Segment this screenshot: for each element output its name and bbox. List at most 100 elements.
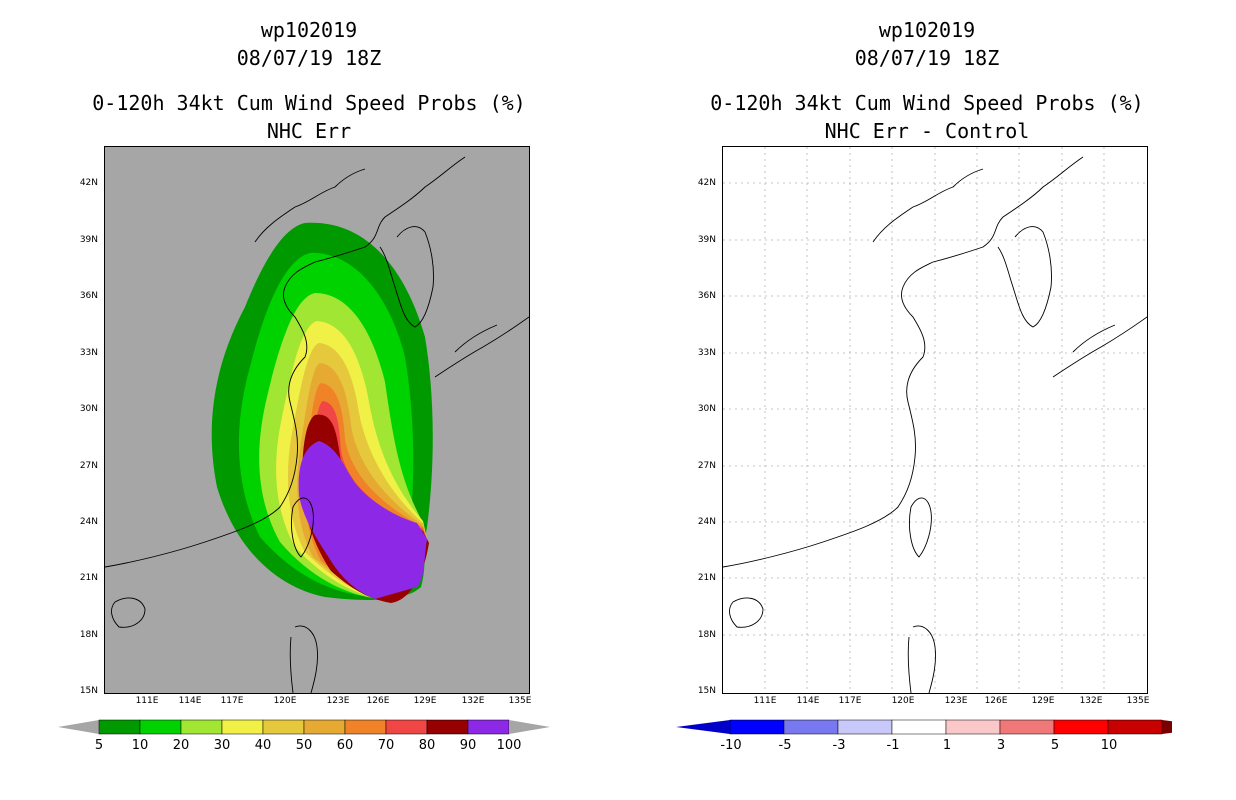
colorbar-under-triangle — [58, 720, 99, 734]
colorbar-swatch — [385, 719, 428, 735]
colorbar-swatch — [837, 719, 893, 735]
colorbar-label: 90 — [459, 738, 477, 753]
japan-coast — [434, 316, 529, 378]
lon-label: 126E — [366, 696, 390, 706]
colorbar-swatch — [221, 719, 264, 735]
lat-label: 30N — [79, 404, 98, 414]
difference-map-graphic — [723, 147, 1147, 693]
datetime: 08/07/19 18Z — [236, 46, 382, 70]
product-title: 0-120h 34kt Cum Wind Speed Probs (%) — [92, 91, 526, 115]
band-100 — [298, 441, 427, 599]
colorbar-label: 5 — [94, 738, 104, 753]
lat-label: 36N — [79, 291, 98, 301]
lon-label: 126E — [984, 696, 1008, 706]
luzon-coast — [289, 625, 318, 693]
hainan-coast — [729, 597, 764, 628]
lon-label: 114E — [796, 696, 820, 706]
lat-label: 15N — [697, 686, 716, 696]
difference-map — [722, 146, 1148, 694]
lon-label: 120E — [891, 696, 915, 706]
product-title: 0-120h 34kt Cum Wind Speed Probs (%) — [710, 91, 1144, 115]
colorbar-label: 80 — [418, 738, 436, 753]
lat-label: 39N — [697, 235, 716, 245]
colorbar-label: 5 — [1050, 738, 1060, 753]
lat-label: 24N — [79, 517, 98, 527]
lon-label: 129E — [413, 696, 437, 706]
china-coast — [105, 156, 466, 568]
luzon-coast — [907, 625, 936, 693]
lon-label: 111E — [753, 696, 777, 706]
korea-north — [254, 168, 366, 243]
right-panel: wp102019 08/07/19 18Z 0-120h 34kt Cum Wi… — [618, 0, 1236, 800]
lat-label: 24N — [697, 517, 716, 527]
lat-label: 33N — [79, 348, 98, 358]
japan-coast — [1052, 316, 1147, 378]
colorbar-swatch — [891, 719, 947, 735]
colorbar-label: 10 — [1100, 738, 1118, 753]
korea-coast — [997, 226, 1052, 328]
lon-label: 114E — [178, 696, 202, 706]
colorbar-label: -10 — [720, 738, 742, 753]
lon-label: 132E — [1079, 696, 1103, 706]
korea-north — [872, 168, 984, 243]
colorbar-swatch — [426, 719, 469, 735]
china-coast — [723, 156, 1084, 568]
colorbar-swatch — [180, 719, 223, 735]
storm-id: wp102019 — [260, 18, 358, 42]
lon-label: 117E — [838, 696, 862, 706]
storm-id: wp102019 — [878, 18, 976, 42]
lat-label: 27N — [697, 461, 716, 471]
lat-label: 39N — [79, 235, 98, 245]
hainan-coast — [111, 597, 146, 628]
lon-label: 132E — [461, 696, 485, 706]
coastlines — [105, 156, 529, 693]
colorbar-over-triangle — [509, 720, 550, 734]
subtitle: NHC Err - Control — [824, 119, 1030, 143]
colorbar-swatch — [1053, 719, 1109, 735]
taiwan-coast — [290, 497, 314, 558]
lat-label: 42N — [79, 178, 98, 188]
colorbar-swatch — [729, 719, 785, 735]
colorbar-label: 50 — [295, 738, 313, 753]
datetime: 08/07/19 18Z — [854, 46, 1000, 70]
lat-label: 15N — [79, 686, 98, 696]
colorbar-swatch — [344, 719, 387, 735]
gridlines — [723, 147, 1147, 693]
colorbar-swatch — [303, 719, 346, 735]
lat-label: 18N — [697, 630, 716, 640]
colorbar-under-triangle — [676, 720, 730, 734]
colorbar-label: 1 — [942, 738, 952, 753]
probability-map — [104, 146, 530, 694]
colorbar-swatch — [467, 719, 510, 735]
coastlines — [723, 156, 1147, 693]
colorbar-label: 60 — [336, 738, 354, 753]
colorbar-swatch — [1107, 719, 1163, 735]
taiwan-coast — [908, 497, 932, 558]
colorbar-swatch — [945, 719, 1001, 735]
colorbar-swatch — [139, 719, 182, 735]
lat-label: 33N — [697, 348, 716, 358]
probability-contours — [105, 156, 529, 693]
colorbar-swatch — [783, 719, 839, 735]
colorbar-swatches — [58, 719, 550, 735]
colorbar-label: 3 — [996, 738, 1006, 753]
left-panel: wp102019 08/07/19 18Z 0-120h 34kt Cum Wi… — [58, 18, 550, 753]
colorbar-swatch — [98, 719, 141, 735]
colorbar-label: 40 — [254, 738, 272, 753]
lon-label: 135E — [508, 696, 532, 706]
lon-label: 129E — [1031, 696, 1055, 706]
colorbar-swatch — [999, 719, 1055, 735]
lat-label: 27N — [79, 461, 98, 471]
colorbar-label: 70 — [377, 738, 395, 753]
colorbar-label: -3 — [832, 738, 846, 753]
lat-label: 42N — [697, 178, 716, 188]
colorbar-swatches — [676, 719, 1172, 735]
colorbar-label: -5 — [778, 738, 792, 753]
colorbar-label: -1 — [886, 738, 900, 753]
korea-coast — [379, 226, 434, 328]
lat-label: 36N — [697, 291, 716, 301]
colorbar-label: 10 — [131, 738, 149, 753]
lon-label: 117E — [220, 696, 244, 706]
lon-label: 111E — [135, 696, 159, 706]
lon-label: 135E — [1126, 696, 1150, 706]
